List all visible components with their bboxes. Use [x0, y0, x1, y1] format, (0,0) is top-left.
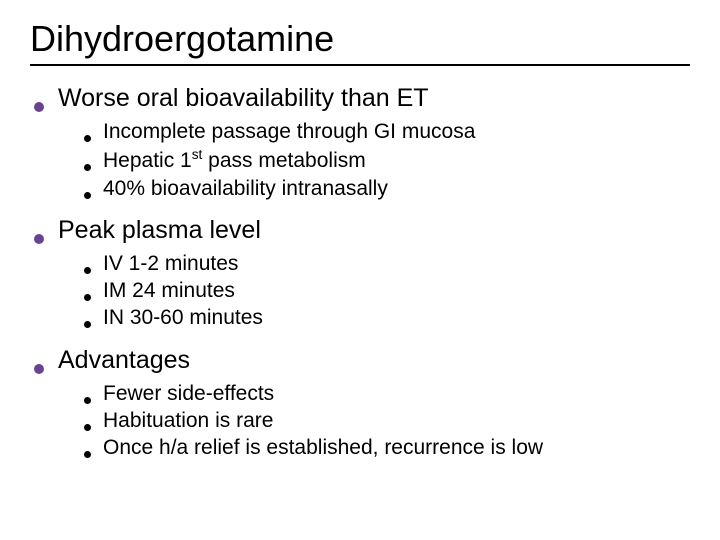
list-item: Incomplete passage through GI mucosa: [84, 119, 690, 145]
section-3-items: Fewer side-effects Habituation is rare O…: [84, 381, 690, 462]
list-item: Fewer side-effects: [84, 381, 690, 407]
bullet-lvl2-icon: [84, 164, 91, 171]
section-1-items: Incomplete passage through GI mucosa Hep…: [84, 119, 690, 202]
bullet-lvl2-icon: [84, 424, 91, 431]
item-text: IV 1-2 minutes: [103, 251, 238, 277]
slide-container: Dihydroergotamine Worse oral bioavailabi…: [0, 0, 720, 495]
section-1-heading: Worse oral bioavailability than ET: [58, 84, 429, 113]
list-item: Once h/a relief is established, recurren…: [84, 435, 690, 461]
item-text: IM 24 minutes: [103, 278, 235, 304]
section-2-heading-row: Peak plasma level: [34, 216, 690, 245]
item-text: 40% bioavailability intranasally: [103, 176, 388, 202]
bullet-lvl2-icon: [84, 267, 91, 274]
item-text: Habituation is rare: [103, 408, 273, 434]
section-2-heading: Peak plasma level: [58, 216, 261, 245]
item-text: IN 30-60 minutes: [103, 305, 263, 331]
bullet-lvl2-icon: [84, 451, 91, 458]
bullet-lvl2-icon: [84, 294, 91, 301]
list-item: 40% bioavailability intranasally: [84, 176, 690, 202]
slide-title: Dihydroergotamine: [30, 18, 690, 66]
bullet-lvl1-icon: [34, 234, 44, 244]
bullet-lvl2-icon: [84, 321, 91, 328]
section-2-items: IV 1-2 minutes IM 24 minutes IN 30-60 mi…: [84, 251, 690, 332]
item-text: Once h/a relief is established, recurren…: [103, 435, 543, 461]
section-1: Worse oral bioavailability than ET Incom…: [34, 84, 690, 202]
item-text: Incomplete passage through GI mucosa: [103, 119, 475, 145]
list-item: IN 30-60 minutes: [84, 305, 690, 331]
bullet-lvl1-icon: [34, 102, 44, 112]
item-text: Hepatic 1st pass metabolism: [103, 146, 366, 174]
section-3-heading-row: Advantages: [34, 346, 690, 375]
section-3: Advantages Fewer side-effects Habituatio…: [34, 346, 690, 462]
section-3-heading: Advantages: [58, 346, 190, 375]
list-item: Habituation is rare: [84, 408, 690, 434]
list-item: Hepatic 1st pass metabolism: [84, 146, 690, 174]
bullet-lvl2-icon: [84, 135, 91, 142]
section-1-heading-row: Worse oral bioavailability than ET: [34, 84, 690, 113]
bullet-lvl1-icon: [34, 364, 44, 374]
bullet-lvl2-icon: [84, 192, 91, 199]
list-item: IV 1-2 minutes: [84, 251, 690, 277]
item-text: Fewer side-effects: [103, 381, 274, 407]
list-item: IM 24 minutes: [84, 278, 690, 304]
bullet-lvl2-icon: [84, 397, 91, 404]
section-2: Peak plasma level IV 1-2 minutes IM 24 m…: [34, 216, 690, 332]
